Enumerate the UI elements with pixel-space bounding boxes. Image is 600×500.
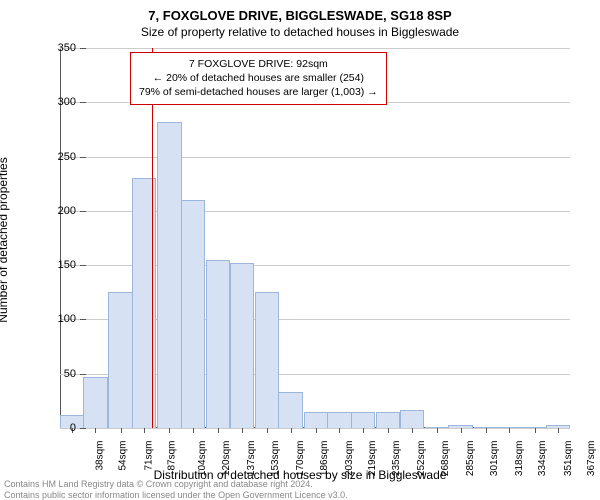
legend-line-1: 7 FOXGLOVE DRIVE: 92sqm (139, 57, 378, 71)
x-tick (388, 428, 389, 433)
x-tick (144, 428, 145, 433)
y-tick-label: 300 (58, 96, 76, 108)
x-tick (95, 428, 96, 433)
y-tick (80, 428, 86, 429)
x-tick (242, 428, 243, 433)
legend-line-3: 79% of semi-detached houses are larger (… (139, 85, 378, 99)
y-tick-label: 350 (58, 42, 76, 54)
histogram-bar (230, 263, 254, 428)
chart-title: 7, FOXGLOVE DRIVE, BIGGLESWADE, SG18 8SP (0, 0, 600, 25)
histogram-bar (327, 412, 351, 428)
x-tick (193, 428, 194, 433)
x-tick-label: 71sqm (143, 441, 154, 471)
histogram-bar (376, 412, 400, 428)
histogram-bar (132, 178, 156, 428)
chart-container: 7, FOXGLOVE DRIVE, BIGGLESWADE, SG18 8SP… (0, 0, 600, 500)
chart-subtitle: Size of property relative to detached ho… (0, 25, 600, 41)
footer-line-1: Contains HM Land Registry data © Crown c… (4, 479, 313, 489)
x-tick (486, 428, 487, 433)
x-tick (218, 428, 219, 433)
y-tick-label: 200 (58, 205, 76, 217)
y-tick (80, 102, 86, 103)
x-tick-label: 54sqm (118, 441, 129, 471)
x-tick (121, 428, 122, 433)
y-tick (80, 319, 86, 320)
histogram-bar (255, 292, 279, 428)
histogram-bar (304, 412, 328, 428)
histogram-bar (108, 292, 132, 428)
histogram-bar (351, 412, 375, 428)
legend-box: 7 FOXGLOVE DRIVE: 92sqm ← 20% of detache… (130, 52, 387, 105)
x-tick (509, 428, 510, 433)
y-tick-label: 100 (58, 313, 76, 325)
y-tick-label: 50 (64, 368, 76, 380)
x-tick (558, 428, 559, 433)
histogram-bar (400, 410, 424, 428)
grid-line (60, 157, 570, 158)
x-tick (412, 428, 413, 433)
plot-area: 38sqm54sqm71sqm87sqm104sqm120sqm137sqm15… (60, 48, 570, 428)
y-tick-label: 0 (70, 422, 76, 434)
property-marker-line (152, 48, 153, 428)
footer-attribution: Contains HM Land Registry data © Crown c… (4, 479, 348, 500)
x-tick (316, 428, 317, 433)
grid-line (60, 48, 570, 49)
x-tick (267, 428, 268, 433)
x-tick-label: 38sqm (94, 441, 105, 471)
y-tick (80, 211, 86, 212)
y-tick-label: 250 (58, 151, 76, 163)
y-tick (80, 157, 86, 158)
y-tick (80, 265, 86, 266)
x-tick (363, 428, 364, 433)
footer-line-2: Contains public sector information licen… (4, 490, 348, 500)
histogram-bar (83, 377, 107, 428)
x-tick (339, 428, 340, 433)
x-tick (461, 428, 462, 433)
histogram-bar (206, 260, 230, 428)
y-axis-label: Number of detached properties (0, 157, 10, 322)
y-tick-label: 150 (58, 259, 76, 271)
x-tick (535, 428, 536, 433)
x-tick (437, 428, 438, 433)
histogram-bar (278, 392, 302, 428)
histogram-bar (181, 200, 205, 428)
x-tick (291, 428, 292, 433)
x-tick-label: 87sqm (167, 441, 178, 471)
x-tick (169, 428, 170, 433)
y-tick (80, 374, 86, 375)
histogram-bar (157, 122, 181, 428)
legend-line-2: ← 20% of detached houses are smaller (25… (139, 71, 378, 85)
y-tick (80, 48, 86, 49)
